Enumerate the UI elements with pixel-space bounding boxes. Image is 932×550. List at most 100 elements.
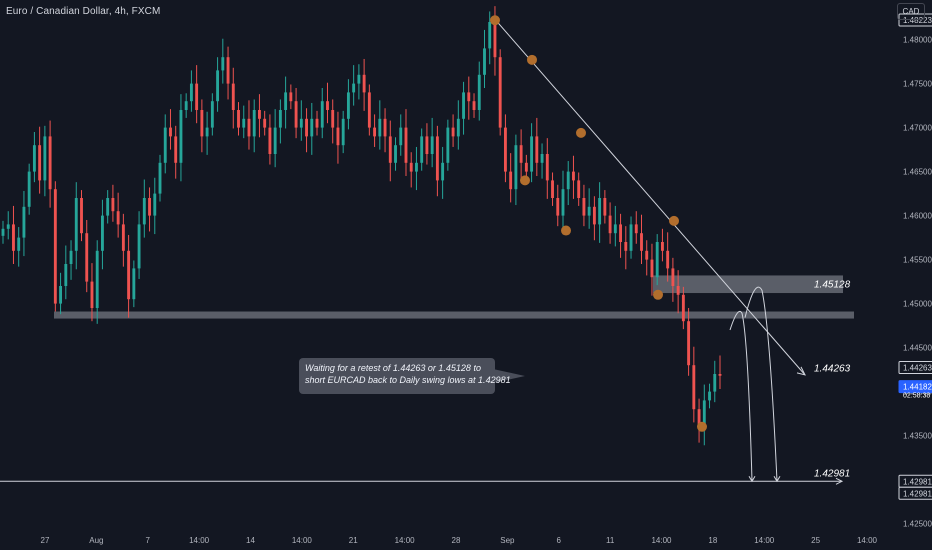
candle-body[interactable]: [540, 154, 544, 163]
candle-body[interactable]: [148, 198, 151, 216]
candle-body[interactable]: [310, 118, 314, 137]
candle-body[interactable]: [80, 198, 83, 234]
candle-body[interactable]: [116, 211, 120, 225]
candle-body[interactable]: [6, 224, 10, 229]
candle-body[interactable]: [153, 193, 157, 216]
candle-body[interactable]: [524, 162, 528, 172]
swing-low-marker[interactable]: [653, 289, 663, 300]
candle-body[interactable]: [671, 268, 675, 286]
candle-body[interactable]: [383, 118, 387, 137]
candle-body[interactable]: [305, 118, 308, 137]
resistance-zone-upper[interactable]: [653, 275, 843, 294]
projection-path-2[interactable]: [744, 286, 778, 482]
swing-high-marker[interactable]: [527, 54, 537, 65]
candle-body[interactable]: [184, 101, 188, 110]
candle-body[interactable]: [477, 74, 481, 110]
candle-body[interactable]: [503, 127, 507, 172]
candle-body[interactable]: [634, 224, 638, 234]
candle-body[interactable]: [278, 110, 282, 128]
candle-body[interactable]: [430, 136, 434, 154]
candle-body[interactable]: [294, 101, 298, 128]
candle-body[interactable]: [456, 118, 460, 137]
candle-body[interactable]: [59, 286, 63, 304]
candle-body[interactable]: [226, 57, 230, 84]
candle-body[interactable]: [598, 198, 602, 225]
candle-body[interactable]: [645, 250, 649, 260]
candle-body[interactable]: [320, 101, 324, 128]
candle-body[interactable]: [587, 206, 591, 216]
candle-body[interactable]: [488, 22, 492, 49]
candle-body[interactable]: [415, 162, 418, 172]
candle-body[interactable]: [299, 118, 303, 128]
symbol-title[interactable]: Euro / Canadian Dollar, 4h, FXCM: [6, 6, 161, 17]
candle-body[interactable]: [195, 83, 199, 110]
candle-body[interactable]: [174, 136, 178, 163]
candle-body[interactable]: [373, 127, 377, 137]
candle-body[interactable]: [48, 136, 52, 190]
candle-body[interactable]: [692, 365, 696, 410]
candle-body[interactable]: [483, 48, 486, 75]
candle-body[interactable]: [221, 57, 225, 71]
candle-body[interactable]: [650, 259, 654, 278]
candle-body[interactable]: [681, 294, 685, 322]
candle-body[interactable]: [629, 224, 633, 251]
candle-body[interactable]: [472, 101, 476, 110]
projection-path-1[interactable]: [729, 310, 753, 482]
candle-body[interactable]: [326, 101, 329, 110]
price-tag-target-2[interactable]: [898, 486, 932, 500]
candle-body[interactable]: [27, 171, 31, 207]
candle-body[interactable]: [284, 92, 288, 110]
swing-low-marker[interactable]: [520, 175, 530, 186]
candle-body[interactable]: [577, 180, 581, 198]
candle-body[interactable]: [189, 83, 193, 102]
analysis-callout[interactable]: Waiting for a retest of 1.44263 or 1.451…: [299, 358, 511, 394]
candle-body[interactable]: [687, 321, 691, 366]
candle-body[interactable]: [158, 162, 162, 194]
resistance-zone-lower[interactable]: [54, 311, 854, 319]
candle-body[interactable]: [17, 237, 21, 251]
candle-body[interactable]: [38, 145, 42, 181]
candle-body[interactable]: [64, 264, 68, 286]
candle-body[interactable]: [530, 136, 534, 172]
candle-body[interactable]: [498, 57, 502, 128]
candle-body[interactable]: [404, 127, 408, 163]
candle-body[interactable]: [697, 409, 701, 427]
candle-body[interactable]: [619, 224, 623, 242]
candle-body[interactable]: [132, 268, 136, 300]
candle-body[interactable]: [43, 136, 47, 181]
candle-body[interactable]: [702, 400, 706, 427]
candle-body[interactable]: [237, 110, 240, 128]
candle-body[interactable]: [268, 127, 272, 154]
candle-body[interactable]: [509, 171, 513, 190]
candle-body[interactable]: [205, 127, 209, 137]
candle-body[interactable]: [273, 127, 277, 154]
candle-body[interactable]: [74, 198, 78, 251]
candle-body[interactable]: [582, 198, 586, 216]
candle-body[interactable]: [551, 180, 554, 198]
candle-body[interactable]: [545, 154, 549, 181]
candle-body[interactable]: [713, 374, 717, 392]
candle-body[interactable]: [613, 224, 617, 234]
candle-body[interactable]: [566, 171, 570, 190]
candle-body[interactable]: [467, 92, 471, 102]
candle-body[interactable]: [462, 92, 465, 119]
candle-body[interactable]: [346, 92, 350, 119]
candle-body[interactable]: [708, 391, 711, 401]
candle-body[interactable]: [603, 198, 607, 216]
candle-body[interactable]: [142, 198, 146, 225]
candle-body[interactable]: [441, 162, 445, 181]
price-tag-current[interactable]: [898, 380, 932, 394]
candle-body[interactable]: [263, 118, 267, 128]
swing-high-marker[interactable]: [576, 127, 586, 138]
candle-body[interactable]: [660, 242, 664, 251]
price-tag-retest[interactable]: [898, 360, 932, 374]
candle-body[interactable]: [362, 74, 366, 93]
candle-body[interactable]: [666, 250, 670, 269]
candle-body[interactable]: [12, 224, 15, 251]
candle-body[interactable]: [624, 242, 628, 251]
candle-body[interactable]: [535, 136, 539, 163]
candle-body[interactable]: [137, 224, 141, 269]
candle-body[interactable]: [247, 118, 251, 137]
descending-trendline[interactable]: [494, 19, 806, 376]
